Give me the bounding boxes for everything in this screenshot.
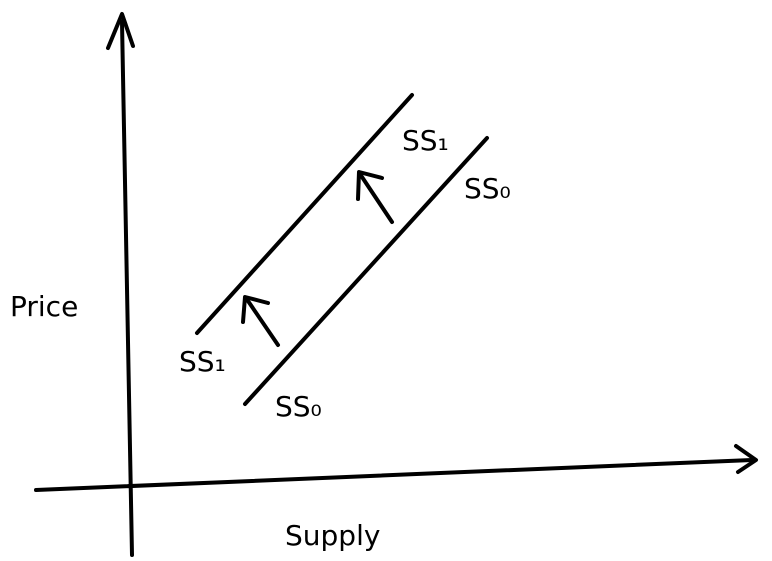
curve-label: SS₁ (179, 345, 226, 378)
shift-arrowhead (241, 295, 270, 324)
x-axis-label: Supply (285, 519, 380, 552)
y-axis-arrowhead (106, 12, 135, 50)
curve-ss0 (243, 136, 489, 406)
x-axis (34, 458, 754, 492)
shift-arrowhead (356, 170, 384, 201)
shift-arrow (358, 172, 394, 224)
curve-label: SS₀ (275, 390, 322, 423)
y-axis-label: Price (10, 290, 78, 323)
shift-arrow (244, 296, 280, 347)
x-axis-arrowhead (734, 444, 758, 474)
y-axis (120, 20, 134, 557)
curve-label: SS₀ (464, 172, 511, 205)
curve-label: SS₁ (402, 124, 449, 157)
curve-ss1 (195, 93, 414, 335)
